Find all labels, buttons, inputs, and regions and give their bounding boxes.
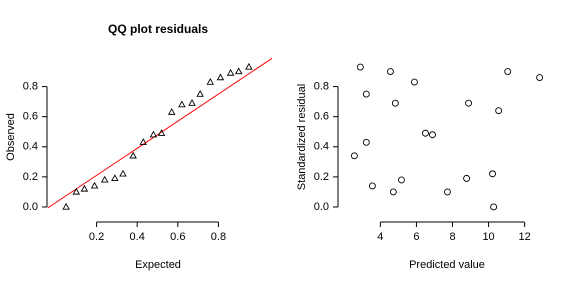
point	[444, 188, 451, 196]
x-tick-label: 6	[413, 231, 419, 243]
point	[80, 184, 89, 192]
point	[62, 202, 70, 210]
y-axis-label: Observed	[5, 113, 17, 161]
y-tick-label: 0.4	[314, 141, 329, 153]
y-tick-label: 0.8	[23, 80, 38, 92]
point	[206, 77, 215, 85]
point	[490, 203, 498, 211]
x-tick-label: 4	[377, 231, 383, 243]
y-tick-label: 0.2	[314, 171, 329, 183]
point	[245, 62, 253, 70]
point	[421, 129, 429, 137]
point	[167, 108, 176, 115]
point	[196, 89, 204, 97]
point	[362, 138, 370, 146]
point	[234, 67, 243, 75]
point	[389, 188, 397, 196]
x-axis-label: Predicted value	[409, 259, 485, 271]
x-tick-label: 0.2	[89, 231, 104, 243]
point	[111, 174, 119, 182]
y-tick-label: 0.4	[23, 141, 38, 153]
point	[139, 138, 148, 145]
point	[495, 107, 503, 115]
point	[387, 68, 394, 75]
point	[391, 99, 399, 107]
point	[410, 78, 418, 86]
point	[149, 130, 158, 138]
point	[356, 63, 364, 71]
x-tick-label: 8	[449, 231, 455, 243]
y-tick-label: 0.8	[314, 80, 329, 92]
point	[465, 99, 473, 107]
point	[362, 90, 370, 98]
x-tick-label: 0.4	[130, 231, 145, 243]
point	[90, 181, 99, 189]
point	[119, 169, 127, 177]
point	[368, 182, 376, 190]
x-tick-label: 12	[519, 231, 531, 243]
y-tick-label: 0.6	[314, 111, 329, 123]
x-tick-label: 0.8	[211, 231, 226, 243]
point	[100, 175, 109, 183]
y-tick-label: 0.0	[314, 201, 329, 213]
point	[504, 68, 512, 75]
y-tick-label: 0.0	[23, 201, 38, 213]
point	[350, 152, 358, 160]
point	[178, 100, 186, 108]
point	[72, 187, 81, 195]
point	[489, 170, 496, 178]
y-tick-label: 0.2	[23, 171, 38, 183]
point	[226, 68, 235, 76]
point	[463, 174, 471, 182]
point	[536, 74, 544, 82]
point	[129, 151, 137, 159]
x-tick-label: 0.6	[170, 231, 185, 243]
y-tick-label: 0.6	[23, 111, 38, 123]
point	[429, 131, 436, 139]
point	[398, 176, 405, 184]
x-tick-label: 10	[482, 231, 494, 243]
x-axis-label: Expected	[135, 259, 181, 271]
chart-title: QQ plot residuals	[108, 22, 208, 36]
point	[216, 73, 225, 81]
point	[157, 129, 166, 136]
y-axis-label: Standardized residual	[296, 84, 308, 190]
point	[188, 99, 196, 106]
